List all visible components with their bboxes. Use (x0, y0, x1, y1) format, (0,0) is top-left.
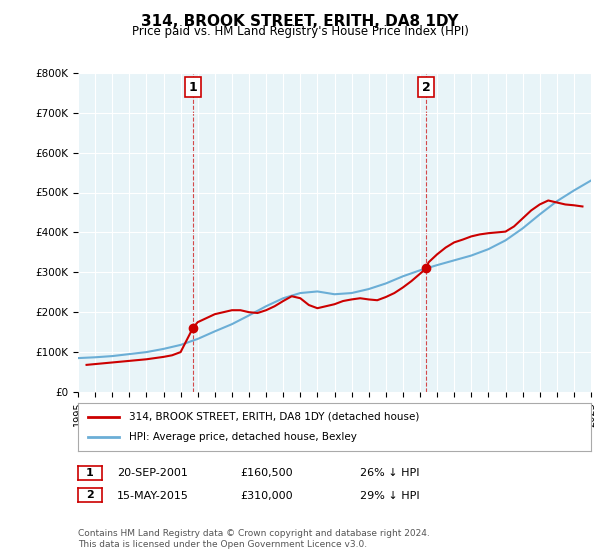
Text: 314, BROOK STREET, ERITH, DA8 1DY: 314, BROOK STREET, ERITH, DA8 1DY (141, 14, 459, 29)
Text: HPI: Average price, detached house, Bexley: HPI: Average price, detached house, Bexl… (130, 432, 357, 442)
Text: 1: 1 (86, 468, 94, 478)
Text: £160,500: £160,500 (240, 468, 293, 478)
Text: 20-SEP-2001: 20-SEP-2001 (117, 468, 188, 478)
Text: Price paid vs. HM Land Registry's House Price Index (HPI): Price paid vs. HM Land Registry's House … (131, 25, 469, 38)
Text: 29% ↓ HPI: 29% ↓ HPI (360, 491, 419, 501)
Text: Contains HM Land Registry data © Crown copyright and database right 2024.
This d: Contains HM Land Registry data © Crown c… (78, 529, 430, 549)
Text: £310,000: £310,000 (240, 491, 293, 501)
Text: 1: 1 (188, 81, 197, 94)
Text: 15-MAY-2015: 15-MAY-2015 (117, 491, 189, 501)
Text: 2: 2 (422, 81, 431, 94)
Text: 2: 2 (86, 491, 94, 500)
Text: 26% ↓ HPI: 26% ↓ HPI (360, 468, 419, 478)
Text: 314, BROOK STREET, ERITH, DA8 1DY (detached house): 314, BROOK STREET, ERITH, DA8 1DY (detac… (130, 412, 419, 422)
